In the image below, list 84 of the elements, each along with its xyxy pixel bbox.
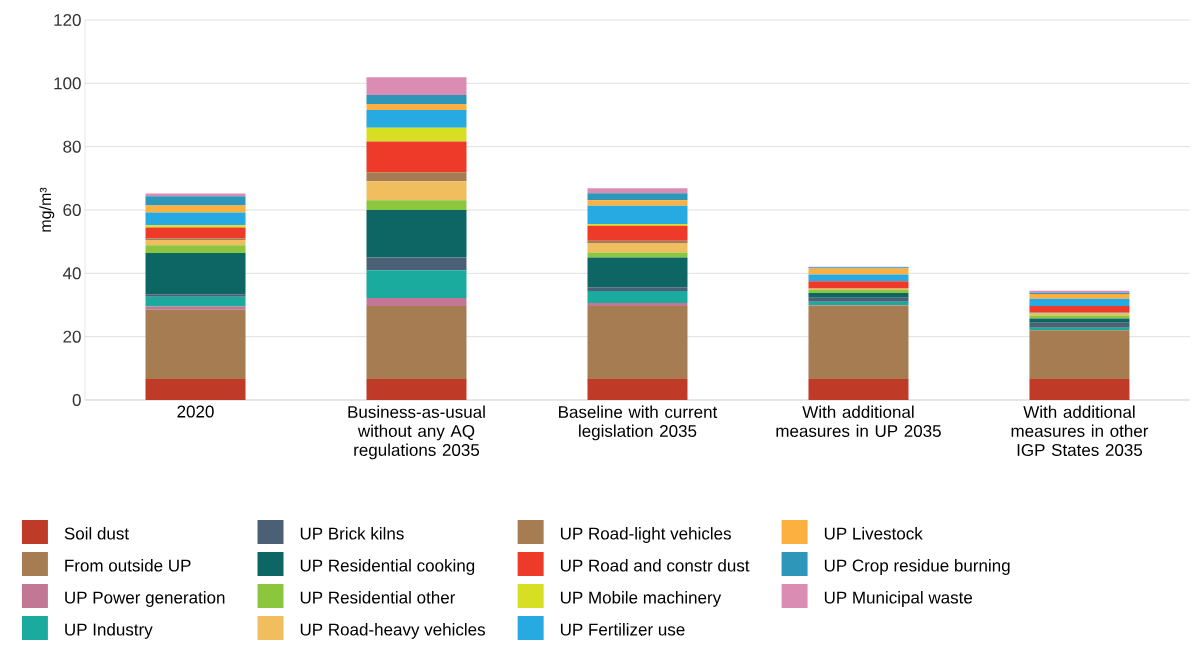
bar: [587, 379, 688, 400]
bar: [366, 127, 467, 142]
bar: [587, 205, 688, 224]
bar: [587, 240, 688, 244]
legend-label: UP Livestock: [824, 527, 923, 540]
bar: [587, 193, 688, 201]
legend-label: UP Power generation: [65, 591, 225, 607]
bar: [366, 379, 467, 400]
bar: [808, 281, 909, 289]
bar: [366, 181, 467, 201]
bar: [587, 305, 688, 380]
legend-label: UP Road-light vehicles: [560, 527, 731, 543]
legend-label: From outside UP: [65, 559, 191, 572]
bar: [145, 225, 246, 228]
bar: [808, 274, 909, 282]
y-tick-label: 0: [72, 393, 81, 407]
legend-label: UP Industry: [65, 623, 153, 639]
bar: [366, 305, 467, 380]
bar: [808, 379, 909, 400]
bar: [366, 200, 467, 210]
bar: [145, 196, 246, 206]
bar: [1029, 318, 1130, 323]
bar: [145, 306, 246, 310]
bar: [587, 303, 688, 306]
y-axis-title: mg/m³: [39, 187, 55, 232]
legend-label: UP Road and constr dust: [560, 559, 750, 572]
bar: [1029, 293, 1130, 299]
y-tick-label: 40: [62, 267, 81, 280]
legend-label: UP Road-heavy vehicles: [300, 623, 485, 639]
bar: [1029, 298, 1130, 306]
bar: [587, 243, 688, 253]
x-tick-label: With additional measures in other IGP States 2035: [1011, 405, 1149, 457]
bar: [587, 252, 688, 258]
bar: [145, 296, 246, 307]
bar: [366, 209, 467, 258]
legend-label: UP Fertilizer use: [560, 623, 685, 636]
bar: [145, 253, 246, 295]
bar: [1029, 330, 1130, 380]
bar: [145, 245, 246, 254]
x-tick-label: 2020: [177, 405, 214, 418]
bar: [808, 305, 909, 380]
y-tick-label: 60: [63, 203, 81, 217]
legend-label: UP Brick kilns: [300, 527, 404, 540]
bar: [587, 225, 688, 241]
y-tick-label: 80: [63, 140, 81, 153]
bar: [366, 103, 467, 110]
bar: [587, 257, 688, 288]
bar: [366, 270, 467, 299]
bar: [366, 298, 467, 306]
x-tick-label: With additional measures in UP 2035: [776, 405, 941, 438]
y-tick-label: 120: [54, 13, 81, 27]
bar: [587, 188, 688, 194]
bar: [366, 95, 467, 104]
bar: [1029, 305, 1130, 313]
x-tick-label: Baseline with current legislation 2035: [559, 405, 718, 441]
bar: [145, 240, 246, 246]
bar: [808, 292, 909, 298]
bar: [366, 257, 467, 271]
legend-label: UP Residential cooking: [300, 559, 475, 575]
bar: [808, 297, 909, 302]
bar: [145, 227, 246, 239]
bar: [145, 212, 246, 226]
bar: [587, 291, 688, 304]
y-tick-label: 100: [54, 77, 81, 90]
legend-label: UP Municipal waste: [824, 591, 973, 607]
legend-label: UP Crop residue burning: [824, 559, 1010, 575]
bar: [366, 77, 467, 96]
bar: [366, 109, 467, 128]
bar: [145, 294, 246, 297]
bar: [145, 379, 246, 400]
bar: [145, 309, 246, 380]
legend-label: UP Mobile machinery: [560, 591, 722, 607]
bar: [1029, 322, 1130, 328]
bar: [808, 301, 909, 305]
legend-label: UP Residential other: [300, 591, 456, 604]
x-tick-label: Business-as-usual without any AQ regulations 2035: [348, 405, 485, 460]
y-tick-label: 20: [63, 330, 81, 343]
bar: [587, 287, 688, 292]
bar: [1029, 379, 1130, 400]
legend-label: Soil dust: [64, 527, 129, 540]
bar: [366, 172, 467, 182]
bar: [145, 205, 246, 213]
bar: [587, 200, 688, 206]
bar: [366, 141, 467, 173]
